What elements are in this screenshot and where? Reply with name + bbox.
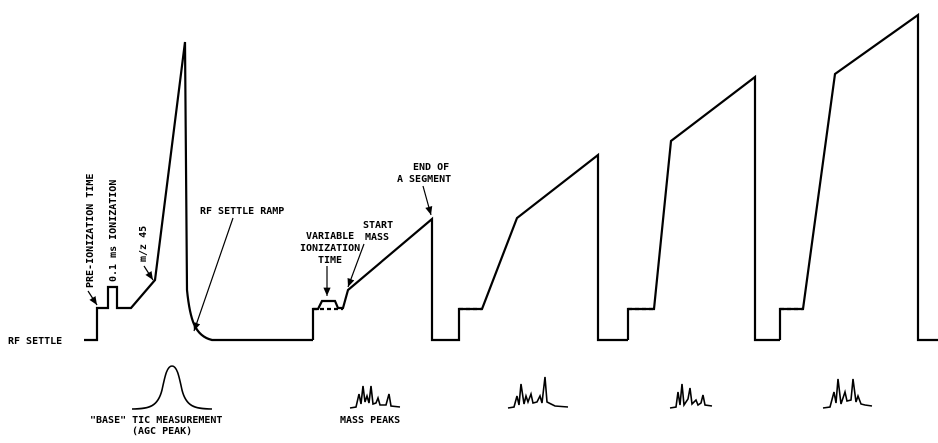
pre-ionization-arrow <box>87 290 98 306</box>
rf-settle-ramp-label: RF SETTLE RAMP <box>200 206 284 217</box>
agc-peak <box>131 365 213 410</box>
analytical-scan-3 <box>626 74 780 342</box>
mass-peaks-1 <box>349 385 401 409</box>
start-mass-label-2: MASS <box>365 232 389 243</box>
end-segment-label-1: END OF <box>413 162 449 173</box>
mass-peaks-3 <box>669 383 713 409</box>
rf-settle-ramp-arrow <box>193 217 234 332</box>
base-tic-label-1: "BASE" TIC MEASUREMENT <box>90 415 222 426</box>
mass-peaks-label: MASS PEAKS <box>340 415 400 426</box>
ionization-01ms-label: 0.1 ms IONIZATION <box>108 180 119 282</box>
start-mass-label-1: START <box>363 220 393 231</box>
mass-peaks-2 <box>507 376 569 409</box>
scan-trace <box>84 12 938 342</box>
variable-ionization-label-3: TIME <box>318 255 342 266</box>
mz45-label: m/z 45 <box>138 226 149 262</box>
variable-ionization-label-2: IONIZATION <box>300 243 360 254</box>
variable-ionization-label-1: VARIABLE <box>306 231 354 242</box>
prescan-trace <box>84 41 313 342</box>
mz45-arrow <box>143 265 154 281</box>
base-tic-label-2: (AGC PEAK) <box>132 426 192 437</box>
analytical-scan-2 <box>455 152 628 342</box>
end-segment-label-2: A SEGMENT <box>397 174 451 185</box>
start-mass-arrow <box>347 243 365 288</box>
end-segment-arrow <box>422 185 433 216</box>
pre-ionization-time-label: PRE-IONIZATION TIME <box>85 174 96 288</box>
mass-peaks-4 <box>822 378 873 409</box>
rf-settle-label: RF SETTLE <box>8 336 62 347</box>
analytical-scan-4 <box>778 12 938 342</box>
